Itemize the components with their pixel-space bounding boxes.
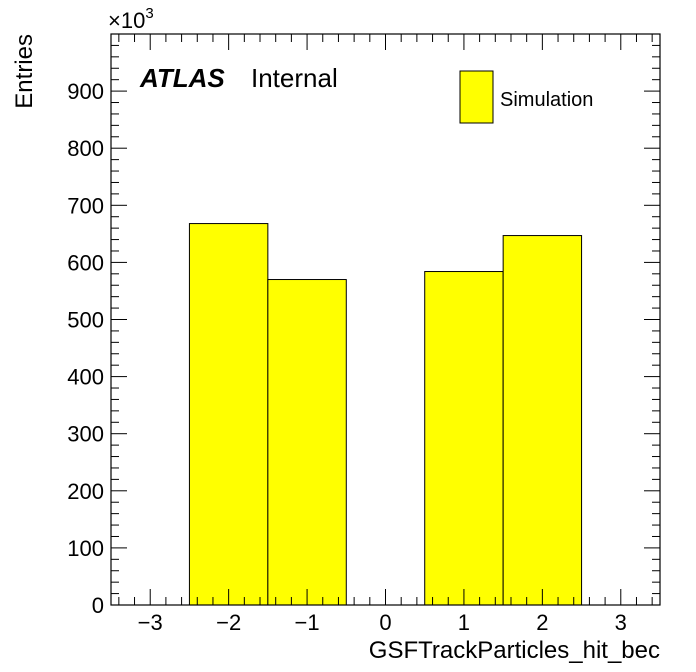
y-tick-label: 500	[67, 308, 104, 333]
x-tick-label: 1	[458, 610, 470, 635]
histogram-bar-3	[424, 271, 504, 606]
y-tick-label: 700	[67, 193, 104, 218]
y-multiplier-exponent: 3	[145, 5, 153, 22]
y-tick-label: 300	[67, 422, 104, 447]
x-tick-label: −3	[138, 610, 163, 635]
y-axis-title: Entries	[11, 34, 38, 109]
legend-swatch	[459, 70, 494, 124]
y-tick-label: 800	[67, 136, 104, 161]
x-axis-title: GSFTrackParticles_hit_bec	[369, 637, 660, 664]
y-tick-label: 400	[67, 365, 104, 390]
y-tick-label: 0	[92, 593, 104, 618]
y-tick-label: 100	[67, 536, 104, 561]
tick-labels: −3 −2 −1 0 1 2 3 0 100 200 300 400 500 600 700 800 900	[67, 79, 627, 635]
atlas-label: ATLAS	[139, 63, 225, 93]
legend-entry-simulation: Simulation	[500, 89, 593, 111]
y-tick-label: 900	[67, 79, 104, 104]
x-tick-label: 2	[536, 610, 548, 635]
x-tick-label: 3	[615, 610, 627, 635]
histogram-bar-1	[267, 279, 347, 606]
x-tick-label: 0	[379, 610, 391, 635]
y-multiplier-label: ×103	[108, 5, 154, 33]
histogram-bar-4	[502, 235, 583, 606]
axis-ticks	[111, 33, 660, 606]
y-tick-label: 600	[67, 250, 104, 275]
histogram-bar-0	[188, 223, 269, 606]
histogram-bars	[188, 223, 583, 606]
internal-label: Internal	[251, 63, 338, 93]
x-tick-label: −2	[216, 610, 241, 635]
x-tick-label: −1	[295, 610, 320, 635]
plot-frame	[110, 33, 661, 606]
y-tick-label: 200	[67, 479, 104, 504]
